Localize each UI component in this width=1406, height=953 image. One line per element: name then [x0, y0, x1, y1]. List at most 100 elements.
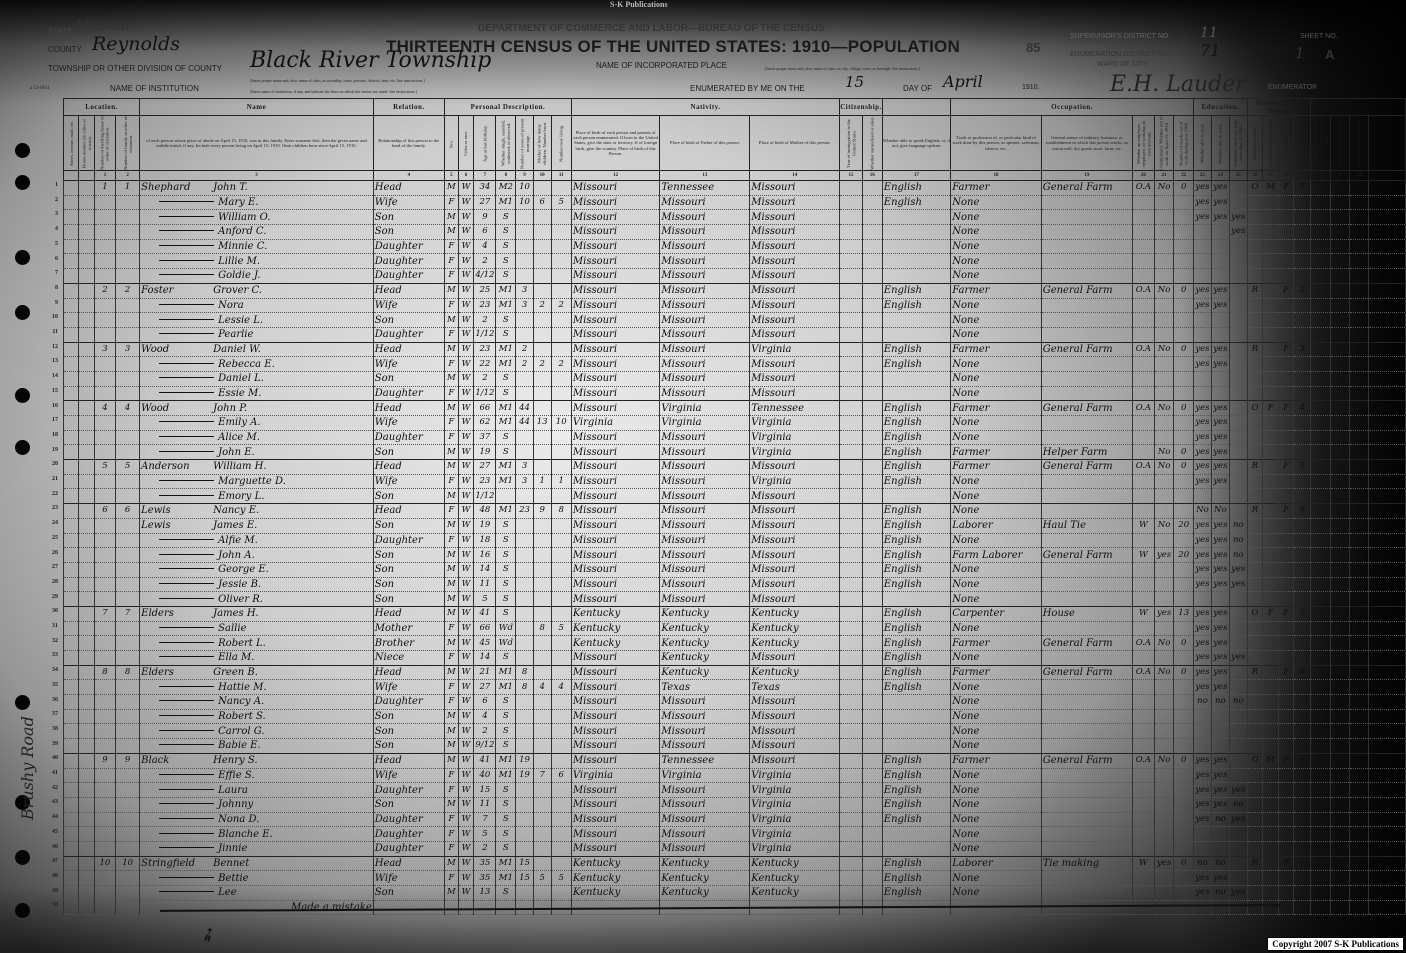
cell-birth-father: Missouri: [659, 195, 751, 211]
cell-write: no: [1210, 812, 1230, 828]
cell-street: [62, 533, 80, 549]
cell-read: [1192, 371, 1212, 387]
cell-house: [78, 209, 95, 226]
cell-schedule: [1293, 723, 1312, 740]
cell-farm: [1277, 518, 1295, 534]
table-row: Robert L. Brother M W 45 Wd Kentucky Kentucky Ke…: [62, 635, 1406, 651]
cell-immigration: [839, 224, 863, 240]
cell-extra: [1367, 371, 1406, 387]
cell-out-of-work: [1153, 371, 1175, 387]
cell-out-of-work: yes: [1153, 547, 1175, 563]
cell-immigration: [839, 180, 863, 196]
cell-out-of-work: [1153, 870, 1175, 886]
line-number: 42: [52, 784, 58, 791]
cell-immigration: [839, 841, 863, 857]
cell-birth-person: Kentucky: [570, 870, 661, 886]
column-number-birth_mother: 14: [749, 170, 841, 181]
cell-relation: Son: [372, 371, 445, 387]
cell-farm: [1277, 209, 1295, 226]
cell-owned: O: [1246, 605, 1264, 622]
cell-birth-person: Missouri: [570, 268, 661, 284]
table-row: Minnie C. Daughter F W 4 S Missouri Missouri Mis…: [62, 239, 1406, 255]
cell-name: Pearlie: [139, 327, 374, 343]
cell-naturalized: [861, 386, 883, 402]
cell-veteran: [1310, 371, 1332, 387]
cell-farm: [1277, 371, 1295, 387]
cell-immigration: [839, 782, 863, 798]
cell-farm: [1277, 195, 1295, 211]
cell-schedule: [1293, 268, 1312, 284]
cell-school: [1228, 371, 1248, 387]
cell-street: [62, 605, 80, 622]
cell-naturalized: [861, 415, 883, 431]
cell-birth-mother: Missouri: [749, 562, 841, 578]
cell-sex: M: [443, 488, 459, 505]
cell-name: Robert S.: [139, 709, 374, 725]
cell-employer: [1132, 709, 1155, 725]
cell-marital: S: [495, 885, 517, 901]
table-row: Emory L. Son M W 1/12 Missouri Missouri Missour…: [62, 488, 1406, 505]
given-name: Johnny: [218, 799, 254, 811]
cell-relation: Son: [372, 444, 445, 461]
cell-sex: M: [443, 209, 459, 226]
column-header-language: Whether able to speak English; or, if no…: [881, 115, 952, 171]
cell-living: [550, 224, 572, 240]
cell-birth-person: Missouri: [570, 782, 661, 798]
cell-relation: Head: [372, 400, 445, 416]
cell-blind: [1330, 239, 1350, 255]
table-row: 9 9 Black Henry S. Head M W 41 M1 19 Missouri Tenne…: [62, 752, 1406, 769]
cell-owned: [1246, 577, 1264, 593]
cell-dwelling: [93, 268, 117, 284]
cell-weeks: [1173, 195, 1194, 211]
cell-immigration: [839, 664, 863, 681]
column-header-sex: Sex.: [444, 115, 459, 171]
cell-language: English: [881, 577, 952, 593]
cell-blind: [1330, 209, 1350, 226]
cell-weeks: [1173, 503, 1194, 519]
cell-living: 10: [550, 415, 572, 431]
cell-age: 48: [473, 503, 497, 519]
cell-extra: [1367, 679, 1406, 696]
cell-birth-mother: Missouri: [749, 547, 841, 563]
cell-farm: [1277, 444, 1295, 461]
cell-weeks: 0: [1173, 752, 1194, 769]
cell-house: [78, 239, 95, 255]
cell-race: W: [457, 503, 475, 519]
table-row: Hattie M. Wife F W 27 M1 8 4 4 Missouri Texas Texas…: [62, 679, 1406, 696]
cell-free: [1262, 239, 1279, 255]
given-name: Sallie: [218, 622, 247, 634]
cell-farm: F: [1277, 605, 1295, 622]
given-name: Babie E.: [218, 740, 261, 752]
cell-deaf: [1348, 488, 1369, 505]
table-row: Mary E. Wife F W 27 M1 10 6 5 Missouri Missouri Mis…: [62, 195, 1406, 211]
cell-farm: [1277, 547, 1295, 563]
cell-schedule: [1293, 841, 1312, 857]
cell-language: [881, 709, 952, 725]
cell-birth-father: Missouri: [659, 591, 751, 607]
cell-born: [532, 444, 552, 461]
cell-owned: [1246, 797, 1264, 813]
cell-school: [1228, 841, 1248, 857]
cell-race: W: [457, 547, 475, 563]
cell-relation: Daughter: [372, 268, 445, 284]
cell-language: [881, 327, 952, 343]
cell-read: yes: [1192, 547, 1212, 563]
cell-blind: [1330, 533, 1350, 549]
cell-language: English: [881, 797, 952, 813]
cell-language: English: [881, 621, 952, 637]
column-number-age: 7: [473, 170, 497, 181]
cell-birth-mother: Virginia: [749, 812, 841, 828]
column-header-dwelling: Number of dwelling house in order of vis…: [94, 115, 116, 171]
cell-trade: None: [950, 195, 1042, 211]
cell-age: 41: [473, 605, 497, 622]
cell-owned: [1246, 356, 1264, 372]
cell-birth-person: Missouri: [570, 826, 661, 842]
line-number: 39: [52, 740, 58, 747]
cell-birth-person: Missouri: [570, 298, 661, 314]
cell-sex: F: [443, 650, 459, 666]
cell-free: [1262, 327, 1279, 343]
cell-marital: M1: [495, 415, 517, 431]
cell-write: yes: [1210, 577, 1230, 593]
cell-born: [532, 562, 552, 578]
cell-street: [62, 870, 80, 886]
